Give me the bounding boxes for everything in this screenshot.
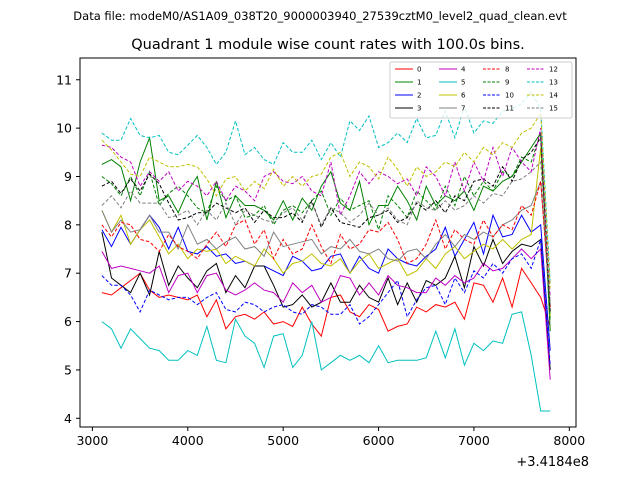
legend-label-15: 15 (549, 105, 558, 113)
y-tick-label: 10 (56, 121, 72, 136)
series-line-15 (101, 160, 551, 303)
legend-label-12: 12 (549, 66, 558, 74)
plot-frame (79, 57, 577, 428)
series-line-0 (101, 267, 551, 338)
legend-label-6: 6 (461, 92, 466, 100)
legend-label-9: 9 (505, 79, 509, 87)
y-tick-label: 5 (64, 362, 72, 377)
legend-label-7: 7 (461, 105, 465, 113)
legend-label-8: 8 (505, 66, 509, 74)
series-line-10 (101, 239, 551, 366)
y-tick-label: 9 (64, 169, 72, 184)
legend-frame (389, 61, 573, 119)
chart-title: Quadrant 1 module wise count rates with … (131, 37, 525, 53)
legend-label-11: 11 (505, 105, 514, 113)
y-tick-label: 6 (64, 314, 72, 329)
x-tick-label: 6000 (363, 433, 395, 448)
series-line-7 (101, 181, 551, 308)
series-line-14 (101, 112, 551, 288)
x-tick-label: 8000 (553, 433, 585, 448)
y-tick-label: 4 (64, 411, 72, 426)
x-tick-label: 5000 (267, 433, 299, 448)
series-line-5 (101, 311, 551, 412)
series-layer (101, 91, 551, 412)
y-axis: 4 5 6 7 8 9 10 11 (56, 72, 80, 426)
series-line-1 (101, 131, 551, 332)
series-line-13 (101, 91, 551, 283)
legend-label-3: 3 (417, 105, 421, 113)
series-line-4 (101, 247, 551, 380)
x-tick-label: 7000 (458, 433, 490, 448)
series-line-2 (101, 213, 551, 351)
y-tick-label: 7 (64, 266, 72, 281)
legend-label-2: 2 (417, 92, 421, 100)
data-file-caption: Data file: modeM0/AS1A09_038T20_90000039… (73, 9, 567, 23)
x-tick-label: 4000 (172, 433, 204, 448)
x-offset-label: +3.4184e8 (516, 455, 589, 470)
x-axis: 3000 4000 5000 6000 7000 8000 (76, 427, 585, 448)
series-line-8 (101, 181, 551, 308)
y-tick-label: 8 (64, 217, 72, 232)
legend-label-1: 1 (417, 79, 421, 87)
legend-label-14: 14 (549, 92, 558, 100)
legend-label-0: 0 (417, 66, 421, 74)
legend-label-4: 4 (461, 66, 466, 74)
series-line-11 (101, 136, 551, 312)
legend-label-5: 5 (461, 79, 465, 87)
y-tick-label: 11 (56, 72, 72, 87)
series-line-12 (101, 127, 551, 298)
legend-label-13: 13 (549, 79, 558, 87)
legend-label-10: 10 (505, 92, 514, 100)
x-tick-label: 3000 (76, 433, 108, 448)
